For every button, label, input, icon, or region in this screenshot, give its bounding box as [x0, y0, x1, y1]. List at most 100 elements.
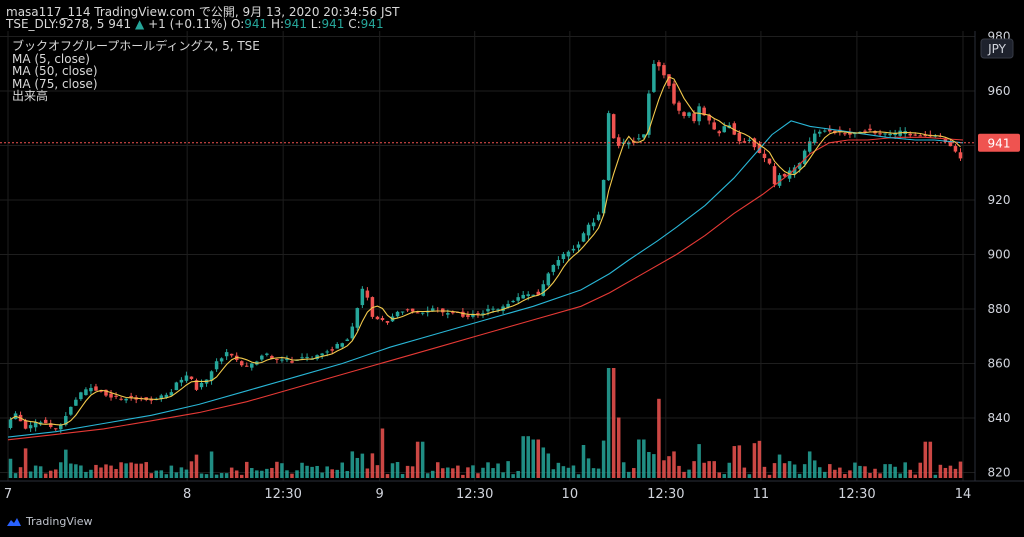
y-tick-880: 880 [988, 302, 1011, 316]
volume-bar [169, 465, 174, 478]
candle-body [290, 361, 294, 363]
legend: ブックオフグループホールディングス, 5, TSE MA (5, close) … [12, 40, 260, 103]
candle-body [551, 265, 556, 272]
legend-ma75[interactable]: MA (75, close) [12, 76, 98, 91]
candle-body [958, 152, 963, 159]
candle-body [370, 297, 375, 317]
x-tick-7: 11 [753, 487, 770, 502]
candle-body [672, 83, 676, 104]
candle-body [677, 102, 681, 111]
volume-bar [295, 470, 299, 478]
candle-body [556, 260, 561, 266]
volume-bar [858, 465, 862, 478]
volume-bar [632, 468, 636, 478]
volume-bar [69, 463, 73, 478]
candle-body [792, 167, 797, 174]
tradingview-logo[interactable]: TradingView [6, 515, 92, 528]
volume-bar [591, 468, 596, 478]
volume-bar [194, 454, 199, 478]
volume-bar [848, 470, 852, 478]
volume-bar [430, 470, 435, 478]
candle-body [270, 355, 274, 360]
volume-bar [345, 471, 350, 478]
volume-bar [958, 461, 963, 478]
volume-bar [692, 461, 696, 478]
volume-bar [154, 470, 159, 478]
volume-bar [486, 462, 490, 478]
open-value: 941 [244, 17, 268, 31]
volume-bar [405, 465, 410, 478]
volume-bar [923, 441, 928, 478]
volume-bar [149, 473, 154, 478]
volume-bar [616, 417, 621, 478]
candle-body [767, 158, 772, 164]
volume-bar [13, 473, 18, 478]
candle-body [451, 312, 455, 314]
candle-body [616, 137, 621, 146]
last-price: 941 [108, 17, 132, 31]
volume-bar [290, 473, 294, 478]
volume-bar [908, 469, 912, 478]
volume-bar [586, 458, 591, 478]
legend-volume[interactable]: 出来高 [12, 89, 49, 103]
y-tick-820: 820 [988, 466, 1011, 480]
candle-body [129, 395, 133, 398]
close-value: 941 [360, 17, 384, 31]
volume-bar [883, 464, 887, 478]
volume-bar [59, 462, 63, 478]
candle-body [471, 313, 475, 317]
x-tick-6: 12:30 [647, 487, 684, 502]
legend-ma50[interactable]: MA (50, close) [12, 64, 98, 78]
x-tick-2: 12:30 [264, 487, 301, 502]
candle-body [762, 153, 767, 159]
candle-body [239, 361, 244, 366]
volume-bar [425, 473, 430, 478]
candle-body [772, 166, 777, 185]
last-price-label: 941 [988, 136, 1011, 150]
candle-body [807, 141, 812, 152]
volume-bar [546, 453, 551, 478]
candle-body [33, 422, 38, 428]
high-label: H: [270, 17, 285, 31]
ma50-line [7, 120, 964, 438]
candle-body [591, 222, 596, 227]
volume-bar [702, 462, 706, 478]
y-tick-860: 860 [988, 357, 1011, 371]
volume-bar [209, 451, 214, 478]
volume-bar [481, 467, 485, 478]
volume-bar [762, 466, 767, 478]
volume-bar [420, 441, 425, 478]
candle-body [702, 107, 706, 116]
x-tick-1: 8 [183, 487, 191, 502]
y-tick-900: 900 [988, 248, 1011, 262]
candle-body [923, 134, 928, 137]
candle-body [48, 423, 53, 427]
candle-body [325, 351, 329, 353]
y-tick-920: 920 [988, 193, 1011, 207]
currency-label: JPY [987, 42, 1007, 56]
volume-bar [536, 439, 541, 478]
volume-bar [134, 463, 138, 478]
volume-bar [838, 467, 842, 478]
candle-body [94, 386, 98, 391]
volume-bar [596, 468, 601, 478]
candle-body [209, 371, 214, 381]
candle-body [722, 126, 727, 133]
volume-bar [807, 451, 812, 478]
volume-bar [767, 474, 772, 478]
candle-body [812, 133, 817, 143]
volume-bar [370, 453, 375, 478]
volume-bar [250, 468, 254, 478]
legend-ma5[interactable]: MA (5, close) [12, 51, 90, 66]
candle-body [365, 290, 370, 298]
volume-bar [179, 467, 184, 478]
candle-body [797, 162, 802, 169]
candle-body [531, 294, 536, 296]
volume-bar [48, 470, 53, 478]
y-tick-840: 840 [988, 411, 1011, 425]
candle-body [179, 379, 184, 383]
x-tick-9: 14 [955, 487, 972, 502]
volume-bar [516, 470, 520, 478]
volume-bar [471, 465, 475, 478]
